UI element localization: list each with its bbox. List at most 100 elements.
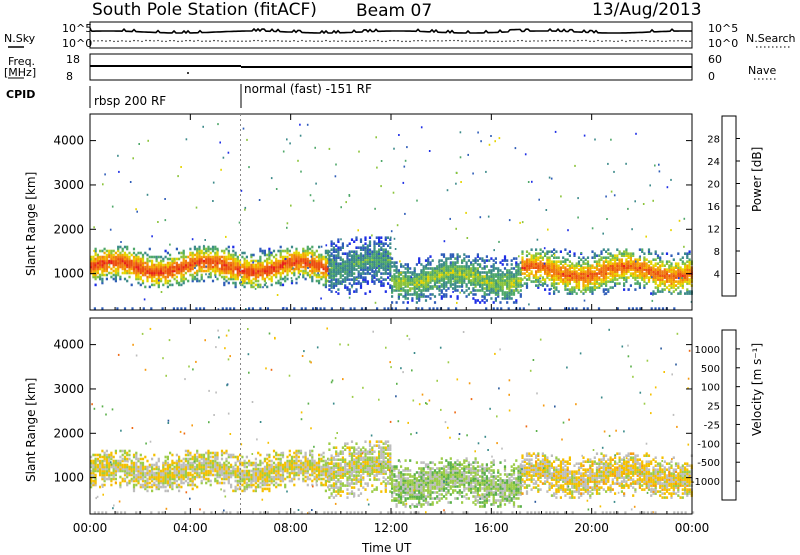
echo-cell xyxy=(101,250,103,253)
echo-cell xyxy=(661,252,663,255)
nsearch-point xyxy=(241,41,242,42)
nsearch-point xyxy=(577,40,578,41)
echo-cell xyxy=(452,283,454,286)
echo-cell xyxy=(271,284,273,287)
nsearch-point xyxy=(605,40,606,41)
echo-cell xyxy=(210,248,212,251)
echo-cell xyxy=(264,260,266,263)
nsearch-point xyxy=(333,40,334,41)
echo-cell xyxy=(119,482,121,485)
echo-cell xyxy=(376,236,378,239)
echo-cell xyxy=(291,254,293,257)
y-tick-label: 3000 xyxy=(53,178,84,192)
echo-cell xyxy=(158,458,160,461)
echo-cell xyxy=(499,269,501,272)
nsearch-point xyxy=(97,40,98,41)
echo-cell xyxy=(441,259,443,262)
echo-cell xyxy=(160,486,162,489)
echo-speckle xyxy=(631,228,633,230)
echo-cell xyxy=(540,248,542,251)
echo-cell xyxy=(623,262,625,265)
echo-cell xyxy=(95,258,97,261)
echo-cell xyxy=(205,458,207,461)
echo-cell xyxy=(171,284,173,287)
echo-cell xyxy=(144,456,146,459)
echo-cell xyxy=(250,254,252,257)
echo-cell xyxy=(571,270,573,273)
echo-cell xyxy=(383,242,385,245)
echo-cell xyxy=(201,256,203,259)
echo-cell xyxy=(119,456,121,459)
echo-speckle xyxy=(489,144,491,146)
echo-cell xyxy=(383,278,385,281)
echo-cell xyxy=(167,280,169,283)
echo-cell xyxy=(614,282,616,285)
echo-cell xyxy=(180,256,182,259)
echo-cell xyxy=(484,291,486,294)
echo-cell xyxy=(187,472,189,475)
echo-cell xyxy=(429,271,431,274)
echo-speckle xyxy=(205,266,207,268)
echo-cell xyxy=(124,246,126,249)
nsearch-point xyxy=(133,40,134,41)
ground-scatter-cell xyxy=(124,307,126,309)
echo-cell xyxy=(391,257,393,260)
echo-cell xyxy=(337,292,339,295)
echo-cell xyxy=(101,456,103,459)
echo-cell xyxy=(151,284,153,287)
echo-cell xyxy=(630,252,632,255)
echo-cell xyxy=(210,452,212,455)
echo-cell xyxy=(167,262,169,265)
echo-cell xyxy=(443,293,445,296)
echo-cell xyxy=(192,456,194,459)
nsearch-point xyxy=(245,41,246,42)
echo-cell xyxy=(228,246,230,249)
echo-speckle xyxy=(554,288,556,290)
echo-cell xyxy=(124,478,126,481)
echo-speckle xyxy=(245,207,247,209)
echo-cell xyxy=(511,263,513,266)
echo-cell xyxy=(484,259,486,262)
echo-cell xyxy=(340,256,342,259)
echo-cell xyxy=(221,250,223,253)
echo-cell xyxy=(576,262,578,265)
echo-speckle xyxy=(537,239,539,241)
echo-cell xyxy=(295,278,297,281)
echo-cell xyxy=(380,236,382,239)
echo-cell xyxy=(623,282,625,285)
echo-cell xyxy=(113,270,115,273)
echo-cell xyxy=(542,250,544,253)
echo-cell xyxy=(607,288,609,291)
echo-cell xyxy=(307,258,309,261)
ground-scatter-cell xyxy=(259,307,261,309)
echo-cell xyxy=(591,270,593,273)
echo-cell xyxy=(499,301,501,304)
echo-cell xyxy=(119,460,121,463)
ground-scatter-cell xyxy=(496,307,498,309)
echo-cell xyxy=(542,256,544,259)
echo-cell xyxy=(314,252,316,255)
echo-cell xyxy=(461,259,463,262)
echo-cell xyxy=(553,256,555,259)
nsearch-point xyxy=(445,40,446,41)
echo-cell xyxy=(621,258,623,261)
echo-speckle xyxy=(357,229,359,231)
echo-cell xyxy=(598,282,600,285)
echo-cell xyxy=(117,254,119,257)
echo-cell xyxy=(450,261,452,264)
echo-cell xyxy=(207,246,209,249)
echo-cell xyxy=(511,289,513,292)
echo-cell xyxy=(142,254,144,257)
echo-cell xyxy=(318,280,320,283)
echo-cell xyxy=(416,263,418,266)
echo-cell xyxy=(106,254,108,257)
echo-speckle xyxy=(202,126,204,128)
echo-cell xyxy=(246,466,248,469)
echo-cell xyxy=(533,254,535,257)
echo-cell xyxy=(515,257,517,260)
echo-cell xyxy=(537,252,539,255)
echo-cell xyxy=(380,240,382,243)
nsearch-point xyxy=(309,40,310,41)
echo-cell xyxy=(558,290,560,293)
ground-scatter-cell xyxy=(361,307,363,309)
